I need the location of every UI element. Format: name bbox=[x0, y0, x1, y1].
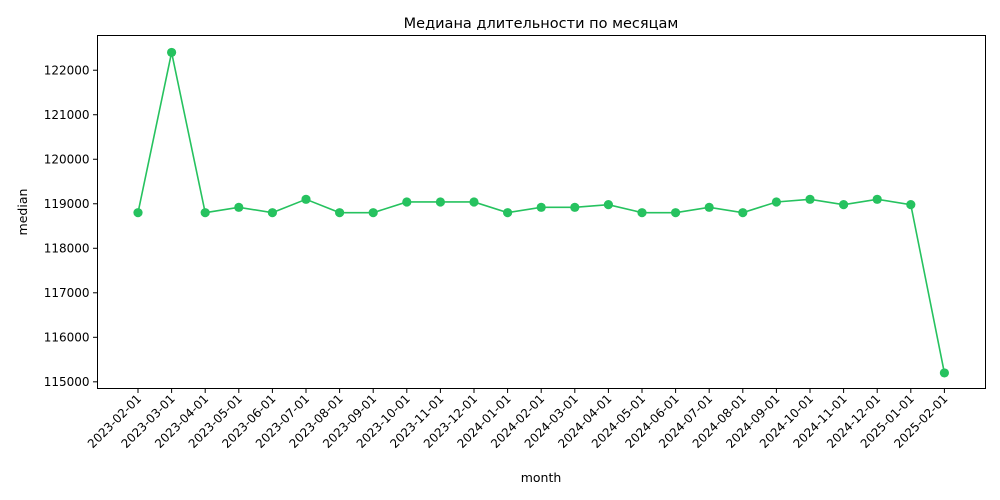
data-point bbox=[872, 194, 882, 204]
y-tick-label: 117000 bbox=[44, 286, 90, 300]
data-point bbox=[133, 208, 143, 218]
data-point bbox=[637, 208, 647, 218]
y-tick-label: 116000 bbox=[44, 331, 90, 345]
data-point bbox=[503, 208, 513, 218]
data-point bbox=[839, 200, 849, 210]
y-tick-label: 121000 bbox=[44, 108, 90, 122]
chart-title: Медиана длительности по месяцам bbox=[404, 16, 679, 32]
data-point bbox=[301, 194, 311, 204]
data-point bbox=[536, 202, 546, 212]
data-point bbox=[805, 194, 815, 204]
y-tick-label: 119000 bbox=[44, 197, 90, 211]
data-point bbox=[469, 197, 479, 207]
data-point bbox=[267, 208, 277, 218]
data-point bbox=[368, 208, 378, 218]
data-point bbox=[435, 197, 445, 207]
plot-area bbox=[97, 35, 986, 389]
y-tick-label: 122000 bbox=[44, 63, 90, 77]
series-layer bbox=[133, 47, 950, 378]
data-point bbox=[771, 197, 782, 207]
x-axis: 2023-02-012023-03-012023-04-012023-05-01… bbox=[85, 388, 951, 451]
data-point bbox=[200, 208, 210, 218]
y-axis: 115000 116000 117000 118000 119000 120000 1210… bbox=[44, 63, 98, 389]
data-point bbox=[906, 200, 916, 210]
y-tick-label: 115000 bbox=[44, 375, 90, 389]
data-point bbox=[234, 202, 244, 212]
x-axis-label: month bbox=[521, 470, 562, 485]
data-point bbox=[335, 208, 345, 218]
series-line bbox=[137, 52, 946, 374]
data-point bbox=[603, 200, 614, 210]
data-point bbox=[570, 202, 580, 212]
data-point bbox=[704, 202, 714, 212]
data-point bbox=[671, 208, 681, 218]
y-tick-label: 118000 bbox=[44, 241, 90, 255]
data-point bbox=[939, 368, 950, 378]
data-point bbox=[402, 197, 412, 207]
y-axis-label: median bbox=[15, 189, 30, 236]
data-point bbox=[738, 208, 748, 218]
y-tick-label: 120000 bbox=[44, 152, 90, 166]
data-point bbox=[167, 47, 177, 58]
